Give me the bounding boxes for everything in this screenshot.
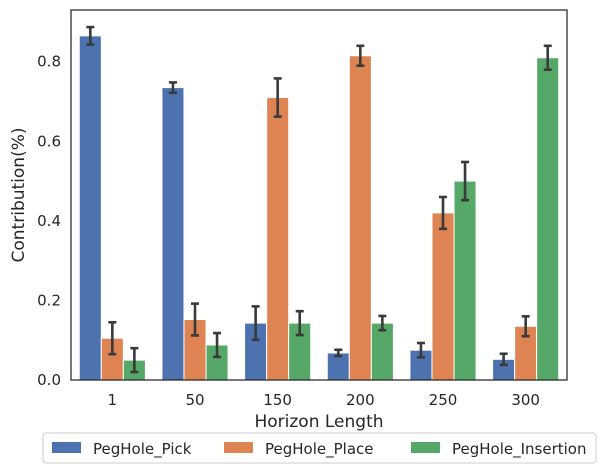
y-tick-label: 0.0: [37, 371, 61, 389]
x-tick-label: 300: [511, 391, 540, 409]
error-bar-PegHole_Pick-200: [334, 348, 343, 358]
bar-PegHole_Place-150: [266, 97, 290, 381]
error-bar-PegHole_Insertion-200: [378, 314, 387, 332]
error-bar-PegHole_Place-250: [439, 195, 447, 231]
x-axis-label: Horizon Length: [254, 412, 383, 432]
error-bar-PegHole_Insertion-1: [130, 346, 139, 374]
x-tick-label: 200: [346, 391, 375, 409]
bar-PegHole_Insertion-250: [453, 180, 477, 381]
y-tick-label: 0.8: [37, 53, 61, 71]
y-tick-label: 0.4: [37, 212, 61, 230]
error-bar-PegHole_Pick-150: [251, 305, 260, 342]
x-tick-label: 1: [108, 391, 118, 409]
legend: PegHole_Pick PegHole_Place PegHole_Inserti…: [42, 432, 597, 464]
legend-swatch: [224, 442, 253, 453]
error-bar-PegHole_Pick-50: [168, 81, 177, 95]
error-bar-PegHole_Place-1: [108, 321, 117, 356]
x-tick-label: 50: [185, 391, 204, 409]
x-tick-label: 250: [429, 391, 458, 409]
legend-label: PegHole_Place: [265, 440, 374, 459]
bars-layer: [78, 35, 560, 381]
legend-item-PegHole_Pick: PegHole_Pick: [52, 440, 192, 459]
bar-PegHole_Pick-1: [78, 35, 102, 381]
x-tick-label: 150: [263, 391, 292, 409]
error-bar-PegHole_Insertion-250: [461, 160, 470, 202]
legend-item-PegHole_Insertion: PegHole_Insertion: [411, 440, 587, 459]
x-tick-labels: 1 50 150 200 250 300: [108, 391, 540, 409]
plot-frame: [70, 9, 568, 381]
error-bar-PegHole_Place-150: [273, 77, 282, 118]
legend-item-PegHole_Place: PegHole_Place: [224, 440, 374, 459]
bar-PegHole_Place-200: [348, 55, 372, 381]
legend-items: PegHole_Pick PegHole_Place PegHole_Inserti…: [52, 440, 587, 459]
error-bars-layer: [86, 25, 552, 374]
error-bar-PegHole_Place-50: [191, 302, 199, 337]
legend-label: PegHole_Pick: [93, 440, 192, 459]
y-tick-label: 0.6: [37, 132, 61, 150]
bar-PegHole_Insertion-300: [536, 57, 560, 381]
y-tick-labels: 0.0 0.2 0.4 0.6 0.8: [37, 53, 61, 389]
error-bar-PegHole_Insertion-50: [213, 331, 222, 359]
error-bar-PegHole_Insertion-300: [543, 44, 552, 71]
legend-swatch: [52, 442, 81, 453]
error-bar-PegHole_Place-300: [521, 315, 530, 338]
error-bar-PegHole_Pick-250: [416, 341, 425, 359]
error-bar-PegHole_Place-200: [356, 44, 365, 67]
y-axis-label: Contribution(%): [9, 128, 29, 263]
bar-PegHole_Place-250: [431, 212, 455, 381]
legend-swatch: [411, 442, 440, 453]
bar-PegHole_Insertion-200: [370, 322, 394, 381]
error-bar-PegHole_Pick-300: [499, 352, 508, 367]
legend-box: [42, 432, 597, 464]
bar-PegHole_Pick-50: [161, 87, 185, 381]
error-bar-PegHole_Pick-1: [86, 25, 95, 46]
y-tick-label: 0.2: [37, 291, 61, 309]
legend-label: PegHole_Insertion: [452, 440, 587, 459]
error-bar-PegHole_Insertion-150: [295, 309, 304, 337]
